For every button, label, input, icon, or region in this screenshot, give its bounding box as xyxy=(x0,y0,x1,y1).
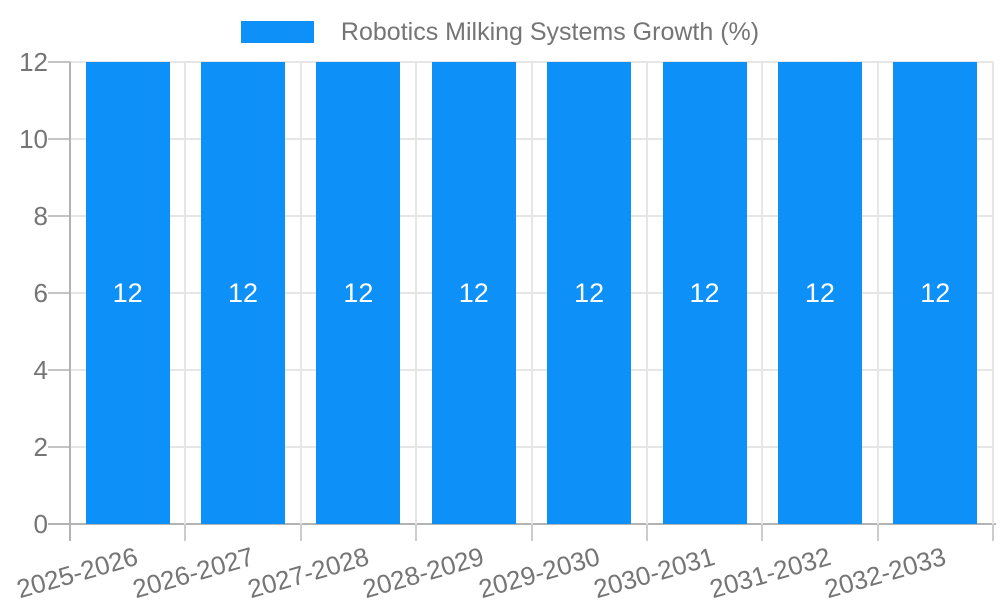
legend-label: Robotics Milking Systems Growth (%) xyxy=(340,17,760,46)
y-axis-label: 2 xyxy=(33,432,48,462)
x-axis-tick xyxy=(876,524,879,541)
x-axis-label: 2031-2032 xyxy=(705,541,834,600)
x-axis-tick xyxy=(299,524,302,541)
x-axis-label: 2026-2027 xyxy=(128,541,257,600)
gridline-vertical xyxy=(876,62,879,524)
y-axis-tick xyxy=(48,369,70,371)
gridline-vertical xyxy=(184,62,187,524)
gridline-vertical xyxy=(415,62,418,524)
bar[interactable] xyxy=(431,62,516,524)
bar[interactable] xyxy=(547,62,632,524)
x-axis-baseline xyxy=(48,523,996,525)
gridline-vertical xyxy=(645,62,648,524)
y-axis-label: 0 xyxy=(33,509,48,539)
gridline-vertical xyxy=(299,62,302,524)
gridline-vertical xyxy=(992,62,994,524)
x-axis-label: 2030-2031 xyxy=(590,541,719,600)
gridline-vertical xyxy=(530,62,533,524)
bar-value-label: 12 xyxy=(458,278,489,308)
x-axis-tick xyxy=(761,524,764,541)
x-axis-tick xyxy=(992,524,994,541)
y-axis-label: 12 xyxy=(19,47,48,77)
y-axis-line xyxy=(69,62,71,541)
x-axis-tick xyxy=(415,524,418,541)
y-axis-label: 6 xyxy=(33,278,48,308)
bar[interactable] xyxy=(662,62,747,524)
y-axis-label: 4 xyxy=(33,355,48,385)
x-axis-label: 2027-2028 xyxy=(244,541,373,600)
bar-value-label: 12 xyxy=(228,278,259,308)
x-axis-label: 2025-2026 xyxy=(13,541,142,600)
bar-value-label: 12 xyxy=(920,278,951,308)
bar[interactable] xyxy=(201,62,286,524)
bar-value-label: 12 xyxy=(343,278,374,308)
chart-legend: Robotics Milking Systems Growth (%) xyxy=(0,14,1000,50)
y-axis-tick xyxy=(48,446,70,448)
legend-swatch xyxy=(240,21,314,43)
x-axis-label: 2032-2033 xyxy=(821,541,950,600)
x-axis-label: 2028-2029 xyxy=(359,541,488,600)
y-axis-label: 10 xyxy=(19,124,48,154)
bar[interactable] xyxy=(893,62,978,524)
bar[interactable] xyxy=(316,62,401,524)
x-axis-tick xyxy=(645,524,648,541)
y-axis-label: 8 xyxy=(33,201,48,231)
gridline-vertical xyxy=(761,62,764,524)
bar-value-label: 12 xyxy=(574,278,605,308)
bar-value-label: 12 xyxy=(804,278,835,308)
x-axis-tick xyxy=(530,524,533,541)
bar-value-label: 12 xyxy=(689,278,720,308)
x-axis-label: 2029-2030 xyxy=(475,541,603,600)
bar[interactable] xyxy=(85,62,170,524)
bar[interactable] xyxy=(777,62,862,524)
y-axis-tick xyxy=(48,292,70,294)
x-axis-tick xyxy=(184,524,187,541)
y-axis-tick xyxy=(48,215,70,217)
y-axis-tick xyxy=(48,61,70,63)
y-axis-tick xyxy=(48,138,70,140)
bar-value-label: 12 xyxy=(112,278,143,308)
